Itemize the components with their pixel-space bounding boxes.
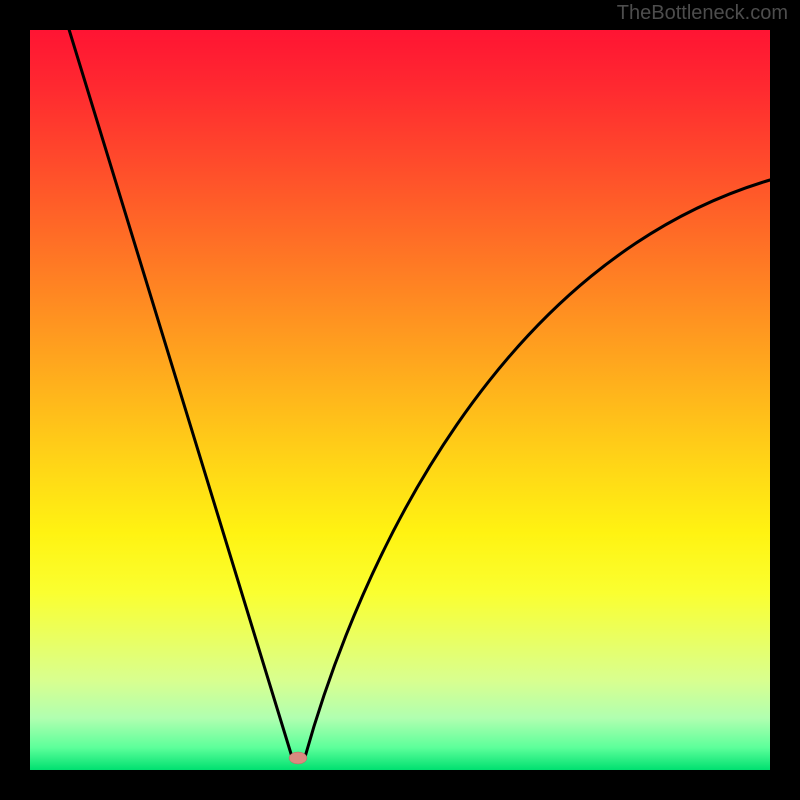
attribution-text: TheBottleneck.com (617, 2, 788, 25)
chart-canvas: TheBottleneck.com (0, 0, 800, 800)
bottleneck-chart (0, 0, 800, 800)
minimum-marker (289, 752, 307, 764)
plot-area (30, 30, 770, 770)
